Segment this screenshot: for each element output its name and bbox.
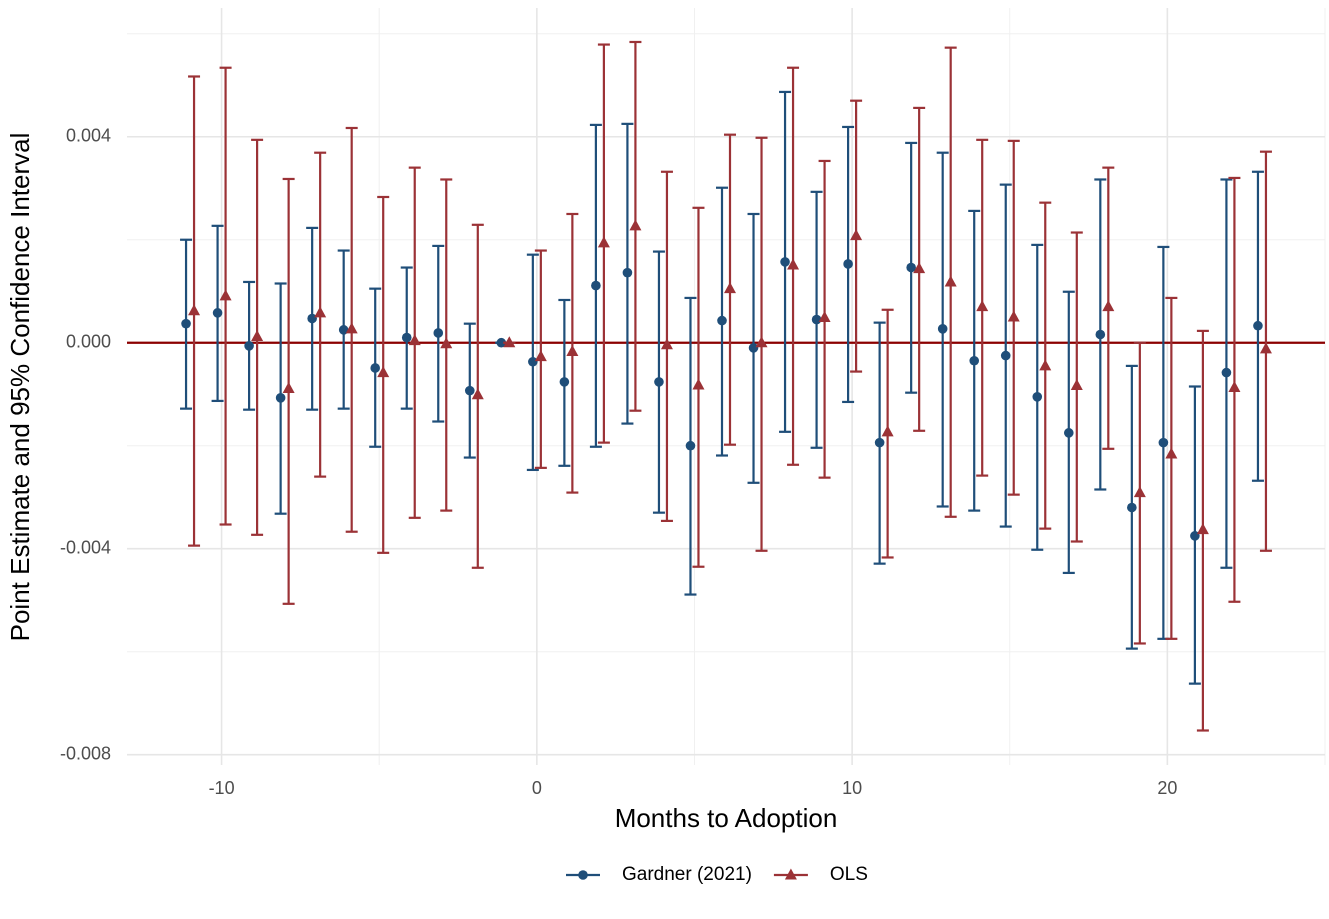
point (1133, 486, 1146, 498)
point (1253, 320, 1263, 331)
point (307, 313, 317, 324)
point (629, 219, 642, 231)
point (377, 366, 390, 378)
point (401, 332, 412, 343)
point (528, 356, 538, 367)
point (717, 315, 727, 326)
point (1158, 437, 1169, 448)
point (1000, 350, 1011, 361)
point (464, 385, 475, 396)
point (944, 275, 957, 287)
point (1221, 367, 1232, 378)
legend-label: OLS (830, 864, 868, 885)
point (622, 267, 633, 278)
y-axis-title: Point Estimate and 95% Confidence Interv… (5, 133, 35, 642)
point (1196, 523, 1209, 535)
point (1032, 391, 1043, 402)
point (597, 236, 610, 248)
point (275, 393, 286, 403)
point (578, 870, 588, 880)
point (787, 258, 800, 270)
point (244, 341, 254, 351)
point (1039, 359, 1052, 371)
y-tick-label: 0.004 (66, 125, 111, 145)
point (874, 437, 885, 448)
point (440, 337, 453, 349)
point (692, 378, 705, 390)
point (282, 382, 295, 394)
point (913, 262, 926, 274)
point (219, 289, 232, 301)
point (212, 308, 223, 318)
point (881, 425, 894, 437)
point (1259, 342, 1272, 354)
x-tick-label: 20 (1157, 778, 1177, 798)
point (1165, 447, 1178, 459)
point (969, 355, 980, 366)
point (654, 377, 664, 387)
point (534, 350, 547, 362)
error-bar (1165, 296, 1178, 640)
point (843, 259, 853, 269)
x-axis-title: Months to Adoption (615, 803, 838, 833)
point (1228, 381, 1241, 393)
point (370, 363, 381, 373)
point (503, 336, 516, 348)
point (1095, 329, 1106, 340)
point (1070, 378, 1083, 390)
point (1007, 310, 1020, 322)
point (755, 336, 768, 348)
y-tick-label: -0.008 (60, 743, 111, 763)
point (251, 330, 264, 342)
point (660, 338, 673, 350)
point (496, 337, 507, 348)
point (433, 328, 444, 338)
point (338, 325, 349, 335)
point (850, 229, 863, 241)
point (408, 334, 421, 346)
point (685, 440, 696, 451)
point (818, 310, 831, 322)
point (566, 344, 579, 356)
y-tick-label: 0.000 (66, 331, 111, 351)
point (591, 280, 601, 291)
point (1102, 300, 1115, 312)
point (906, 262, 916, 273)
x-tick-label: 10 (842, 778, 862, 798)
point (471, 388, 484, 400)
point (345, 322, 358, 334)
legend-label: Gardner (2021) (622, 864, 752, 885)
point (559, 377, 570, 387)
point (748, 343, 759, 353)
y-tick-label: -0.004 (60, 537, 111, 557)
point (1063, 428, 1074, 438)
point (188, 304, 201, 316)
point (314, 306, 327, 318)
point (784, 868, 797, 880)
point (724, 282, 736, 294)
point (780, 257, 790, 267)
x-tick-label: 0 (532, 778, 542, 798)
point (976, 300, 989, 312)
x-tick-label: -10 (209, 778, 235, 798)
point (1127, 502, 1137, 513)
point (181, 318, 191, 329)
point (937, 324, 948, 334)
